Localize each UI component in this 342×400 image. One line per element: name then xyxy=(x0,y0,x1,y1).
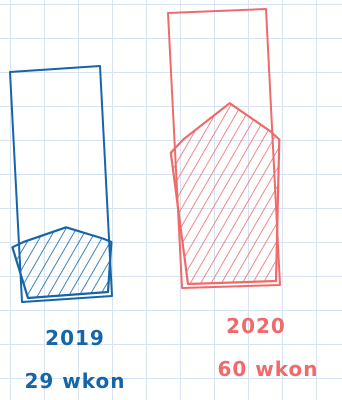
category-label-2019: 2019 xyxy=(45,326,105,350)
category-label-2020: 2020 xyxy=(226,314,286,338)
bar-outline-2019 xyxy=(9,65,113,303)
value-label-2020: 60 wkon xyxy=(217,357,318,381)
bar-2020 xyxy=(169,102,281,286)
bars-group xyxy=(9,8,281,303)
value-label-2019: 29 wkon xyxy=(24,369,125,393)
bar-2019 xyxy=(11,226,113,300)
